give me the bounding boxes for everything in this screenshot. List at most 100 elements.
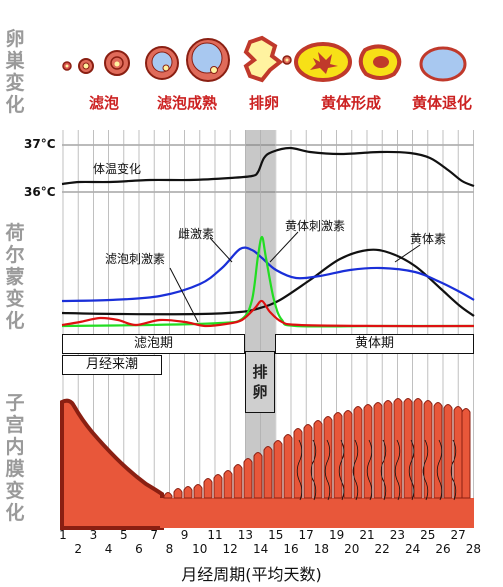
x-tick-label: 13 <box>237 528 254 542</box>
endometrium-gland <box>450 439 457 501</box>
endometrium-villus <box>273 440 283 499</box>
x-tick-label: 3 <box>89 528 98 542</box>
x-tick-label: 25 <box>420 528 436 542</box>
endometrium-villus <box>193 484 203 499</box>
endometrium-villus <box>373 402 383 499</box>
side-char: 宫 <box>5 414 25 436</box>
endometrium-villus <box>313 420 323 499</box>
endometrium-villus <box>183 486 193 499</box>
x-tick-label: 23 <box>389 528 406 542</box>
side-char: 膜 <box>5 458 25 480</box>
x-tick-label: 14 <box>252 542 269 556</box>
temp-high-label: 37°C <box>24 137 56 151</box>
endometrium-villus <box>343 410 353 499</box>
endometrium-gland <box>380 439 387 501</box>
endometrium-gland <box>352 439 359 501</box>
ovulation-box: 排 卵 <box>245 351 275 413</box>
x-tick-label: 4 <box>104 542 113 556</box>
x-tick-label: 10 <box>192 542 208 556</box>
side-char: 蒙 <box>5 266 25 288</box>
side-char: 变 <box>5 480 25 502</box>
ovulation-char: 卵 <box>252 383 268 401</box>
x-tick-label: 20 <box>344 542 360 556</box>
x-tick-label: 18 <box>313 542 330 556</box>
ovary-stages <box>62 35 467 83</box>
endometrium-villus <box>303 424 313 499</box>
x-tick-label: 5 <box>119 528 128 542</box>
x-axis-label: 月经周期(平均天数) <box>181 565 322 584</box>
endometrium-villus <box>363 404 373 499</box>
endometrium-gland <box>338 439 345 501</box>
endometrium-villus <box>253 452 263 499</box>
endometrium-villus <box>453 406 463 499</box>
x-tick-label: 12 <box>222 542 238 556</box>
side-char: 荷 <box>5 222 25 244</box>
x-tick-label: 28 <box>465 542 482 556</box>
side-char: 化 <box>5 310 25 332</box>
endometrium-villus <box>223 470 233 499</box>
x-tick-label: 17 <box>298 528 314 542</box>
x-tick-label: 1 <box>59 528 67 542</box>
x-tick-label: 11 <box>207 528 223 542</box>
x-tick-label: 15 <box>268 528 284 542</box>
x-tick-label: 8 <box>165 542 174 556</box>
endometrium-villus <box>323 416 333 499</box>
follicle-growing-icon <box>104 50 130 76</box>
follicle-maturing-icon <box>145 46 179 80</box>
endometrium-villus <box>283 434 293 499</box>
progesterone-label: 黄体素 <box>410 232 447 246</box>
side-label-hormone: 荷 尔 蒙 变 化 <box>2 222 28 332</box>
side-label-endometrium: 子 宫 内 膜 变 化 <box>2 392 28 524</box>
endometrium-villus <box>443 404 453 499</box>
lh-curve <box>61 235 474 328</box>
x-tick-label: 21 <box>359 528 375 542</box>
fsh-curve <box>61 299 475 328</box>
endometrium-gland <box>422 439 429 501</box>
progesterone-curve <box>61 248 475 317</box>
x-tick-label: 19 <box>328 528 345 542</box>
x-tick-label: 24 <box>404 542 421 556</box>
side-char: 卵 <box>5 28 25 50</box>
endometrium-villus <box>461 408 471 499</box>
stage-label-ovulation: 排卵 <box>248 94 280 112</box>
estrogen-curve <box>61 246 475 303</box>
endometrium-gland <box>324 439 331 501</box>
follicular-phase-box: 滤泡期 <box>62 334 245 354</box>
temperature-curve <box>61 146 475 188</box>
endometrium-gland <box>296 439 303 501</box>
endometrium-layer <box>60 398 474 530</box>
x-tick-label: 9 <box>180 528 189 542</box>
side-char: 変 <box>5 72 25 94</box>
follicle-small-1-icon <box>62 61 72 71</box>
endometrium-villus <box>403 398 413 499</box>
endometrium-gland <box>408 439 415 501</box>
ovulation-char: 排 <box>252 363 268 381</box>
x-tick-label: 22 <box>374 542 390 556</box>
endometrium-villus <box>243 458 253 499</box>
endometrium-gland <box>310 439 317 501</box>
corpus-albicans-icon <box>419 46 467 82</box>
stage-label-luteum-regress: 黄体退化 <box>411 94 473 112</box>
temp-low-label: 36°C <box>24 185 56 199</box>
stage-label-luteum-forming: 黄体形成 <box>320 94 382 112</box>
endometrium-villus <box>393 398 403 499</box>
corpus-luteum-icon <box>358 44 402 80</box>
endometrium-villus <box>433 402 443 499</box>
side-char: 化 <box>5 502 25 524</box>
follicle-mature-icon <box>186 38 230 82</box>
side-char: 化 <box>5 94 25 116</box>
endometrium-villus <box>293 428 303 499</box>
endometrium-villus <box>413 398 423 499</box>
x-tick-label: 16 <box>283 542 299 556</box>
x-tick-label: 6 <box>135 542 143 556</box>
luteal-phase-box: 黄体期 <box>275 334 474 354</box>
endometrium-gland <box>394 439 401 501</box>
endometrium-villus <box>383 400 393 499</box>
endometrium-villus <box>203 478 213 499</box>
fsh-label: 滤泡刺激素 <box>105 252 166 266</box>
endometrium-gland <box>366 439 373 501</box>
endometrium-villus <box>173 488 183 499</box>
endometrium-villus <box>163 492 173 499</box>
